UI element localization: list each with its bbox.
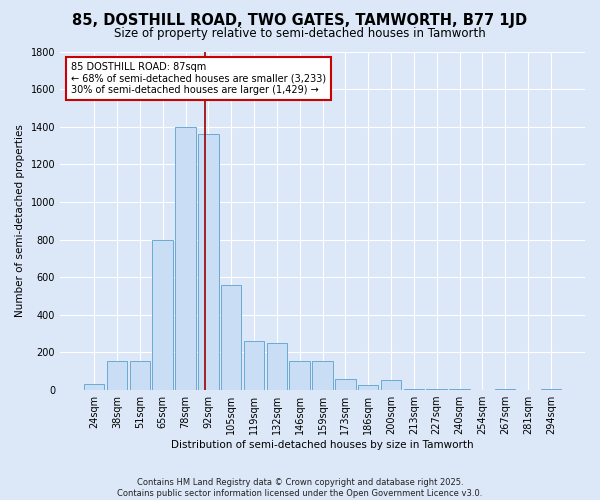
Bar (404, 389, 424, 390)
Bar (266, 343, 287, 390)
Text: 85 DOSTHILL ROAD: 87sqm
← 68% of semi-detached houses are smaller (3,233)
30% of: 85 DOSTHILL ROAD: 87sqm ← 68% of semi-de… (71, 62, 326, 95)
Bar (495, 389, 515, 390)
Bar (244, 341, 264, 390)
Bar (289, 361, 310, 390)
Bar (427, 389, 447, 390)
Bar (84, 384, 104, 390)
Bar (541, 389, 561, 390)
Bar (358, 386, 379, 390)
Bar (381, 380, 401, 390)
Bar (175, 126, 196, 390)
Bar (107, 361, 127, 390)
Text: Size of property relative to semi-detached houses in Tamworth: Size of property relative to semi-detach… (114, 28, 486, 40)
Bar (130, 361, 150, 390)
Bar (312, 361, 333, 390)
Text: Contains HM Land Registry data © Crown copyright and database right 2025.
Contai: Contains HM Land Registry data © Crown c… (118, 478, 482, 498)
Bar (221, 284, 241, 390)
Y-axis label: Number of semi-detached properties: Number of semi-detached properties (15, 124, 25, 317)
Bar (335, 379, 356, 390)
X-axis label: Distribution of semi-detached houses by size in Tamworth: Distribution of semi-detached houses by … (171, 440, 474, 450)
Bar (449, 389, 470, 390)
Bar (152, 240, 173, 390)
Bar (198, 134, 218, 390)
Text: 85, DOSTHILL ROAD, TWO GATES, TAMWORTH, B77 1JD: 85, DOSTHILL ROAD, TWO GATES, TAMWORTH, … (73, 12, 527, 28)
